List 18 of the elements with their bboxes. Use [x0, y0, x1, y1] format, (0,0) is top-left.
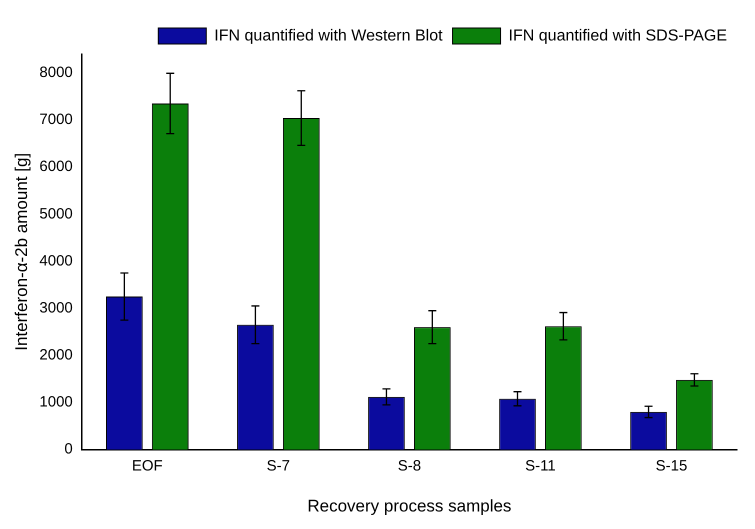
- y-tick-label: 0: [64, 440, 73, 458]
- x-tick-label: EOF: [132, 458, 163, 475]
- x-tick-label: S-15: [656, 458, 688, 475]
- y-tick-label: 6000: [39, 158, 73, 176]
- x-tick-label: S-8: [398, 458, 422, 475]
- y-tick-label: 3000: [39, 299, 73, 316]
- legend-label: IFN quantified with Western Blot: [214, 27, 444, 44]
- x-axis-title: Recovery process samples: [307, 496, 512, 516]
- x-tick-label: S-7: [266, 458, 290, 475]
- y-tick-label: 2000: [39, 346, 73, 364]
- x-tick-label: S-11: [525, 458, 556, 475]
- y-tick-label: 5000: [39, 205, 73, 222]
- legend-label: IFN quantified with SDS-PAGE: [508, 27, 727, 44]
- y-tick-label: 1000: [39, 394, 73, 411]
- y-tick-label: 7000: [39, 111, 73, 128]
- y-tick-label: 8000: [39, 64, 73, 81]
- y-tick-label: 4000: [39, 252, 73, 270]
- y-axis-title: Interferon-α-2b amount [g]: [12, 152, 31, 351]
